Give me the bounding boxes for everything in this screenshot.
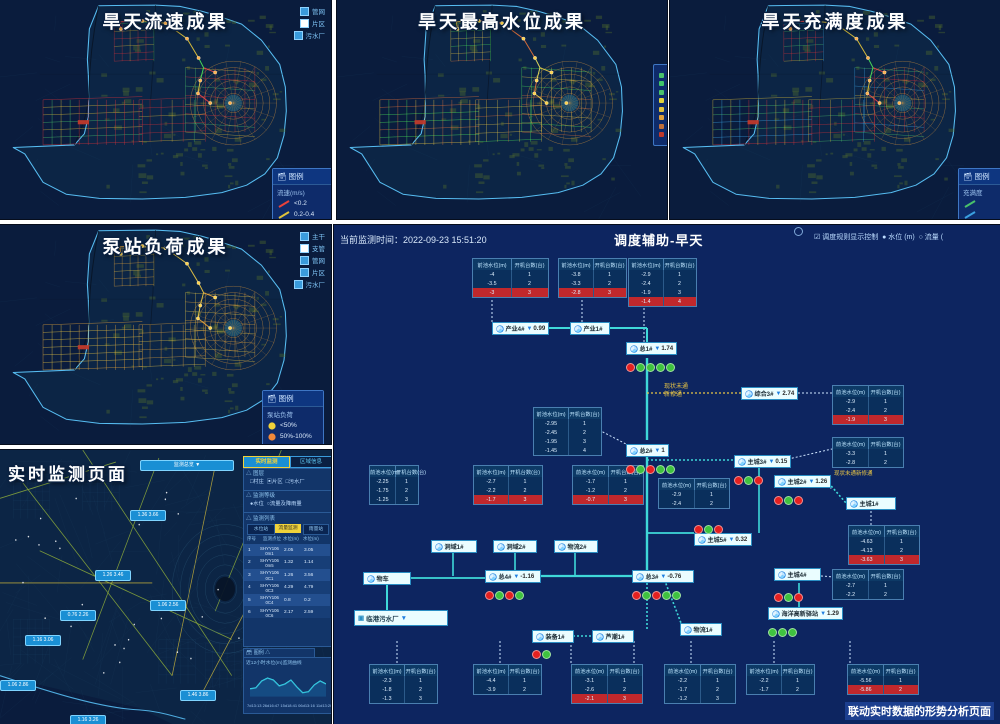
svg-text:现状未通新修通: 现状未通新修通 — [834, 469, 873, 477]
svg-text:现状未通: 现状未通 — [664, 382, 688, 390]
svg-text:新修通: 新修通 — [664, 390, 682, 398]
